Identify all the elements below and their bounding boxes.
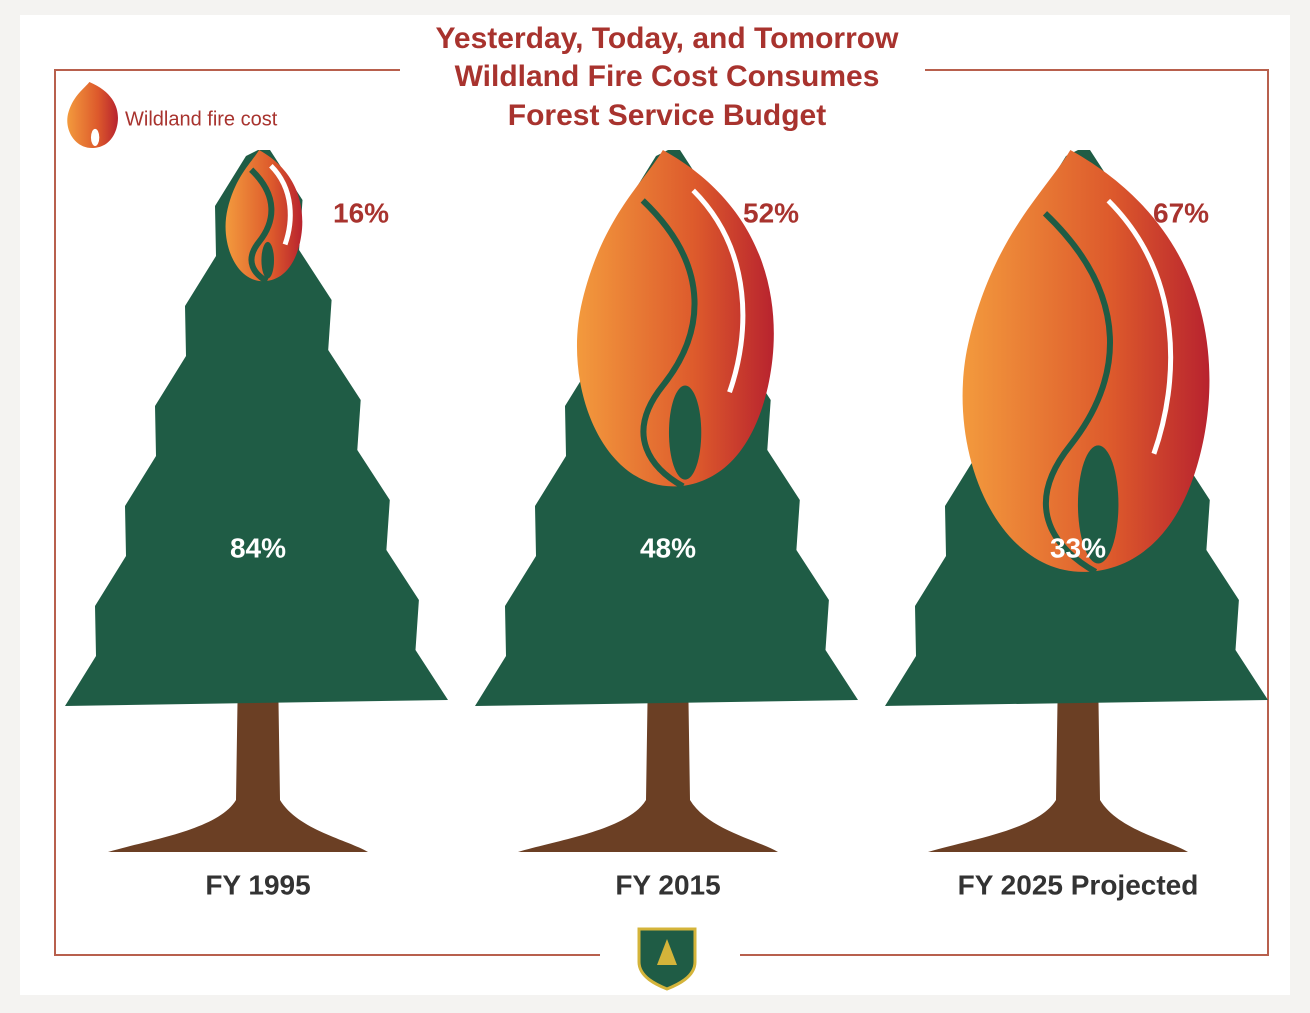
- budget-value-label: 84%: [230, 532, 286, 563]
- flame-streak: [1045, 213, 1110, 572]
- flame-streak: [271, 166, 290, 245]
- flame-core: [1077, 445, 1119, 564]
- flame: [577, 150, 774, 486]
- tree-trunk: [108, 670, 368, 852]
- flame-streak: [643, 200, 695, 486]
- fire-value-label: 16%: [333, 197, 389, 228]
- fire-value-label: 52%: [743, 197, 799, 228]
- tree-trunk: [518, 670, 778, 852]
- legend-label: Wildland fire cost: [125, 108, 278, 130]
- flame: [963, 150, 1210, 572]
- logo: [637, 927, 697, 991]
- category-label: FY 1995: [205, 869, 310, 900]
- flame-core: [668, 385, 702, 480]
- title: Yesterday, Today, and Tomorrow Wildland …: [436, 22, 900, 132]
- budget-value-label: 33%: [1050, 532, 1106, 563]
- tree-trunk: [928, 670, 1188, 852]
- legend-icon: [67, 82, 118, 148]
- flame-streak: [693, 190, 743, 392]
- title-line: Wildland Fire Cost Consumes: [455, 60, 880, 93]
- title-line: Yesterday, Today, and Tomorrow: [436, 22, 900, 55]
- flame-streak: [251, 170, 271, 282]
- flame: [226, 150, 303, 281]
- fire-value-label: 67%: [1153, 197, 1209, 228]
- flame-streak: [1108, 201, 1170, 454]
- title-line: Forest Service Budget: [508, 99, 826, 132]
- category-label: FY 2015: [615, 869, 720, 900]
- category-label: FY 2025 Projected: [958, 869, 1199, 900]
- tree-canopy: [65, 150, 448, 706]
- flame-core: [261, 241, 275, 279]
- frame: [54, 69, 1269, 956]
- budget-value-label: 48%: [640, 532, 696, 563]
